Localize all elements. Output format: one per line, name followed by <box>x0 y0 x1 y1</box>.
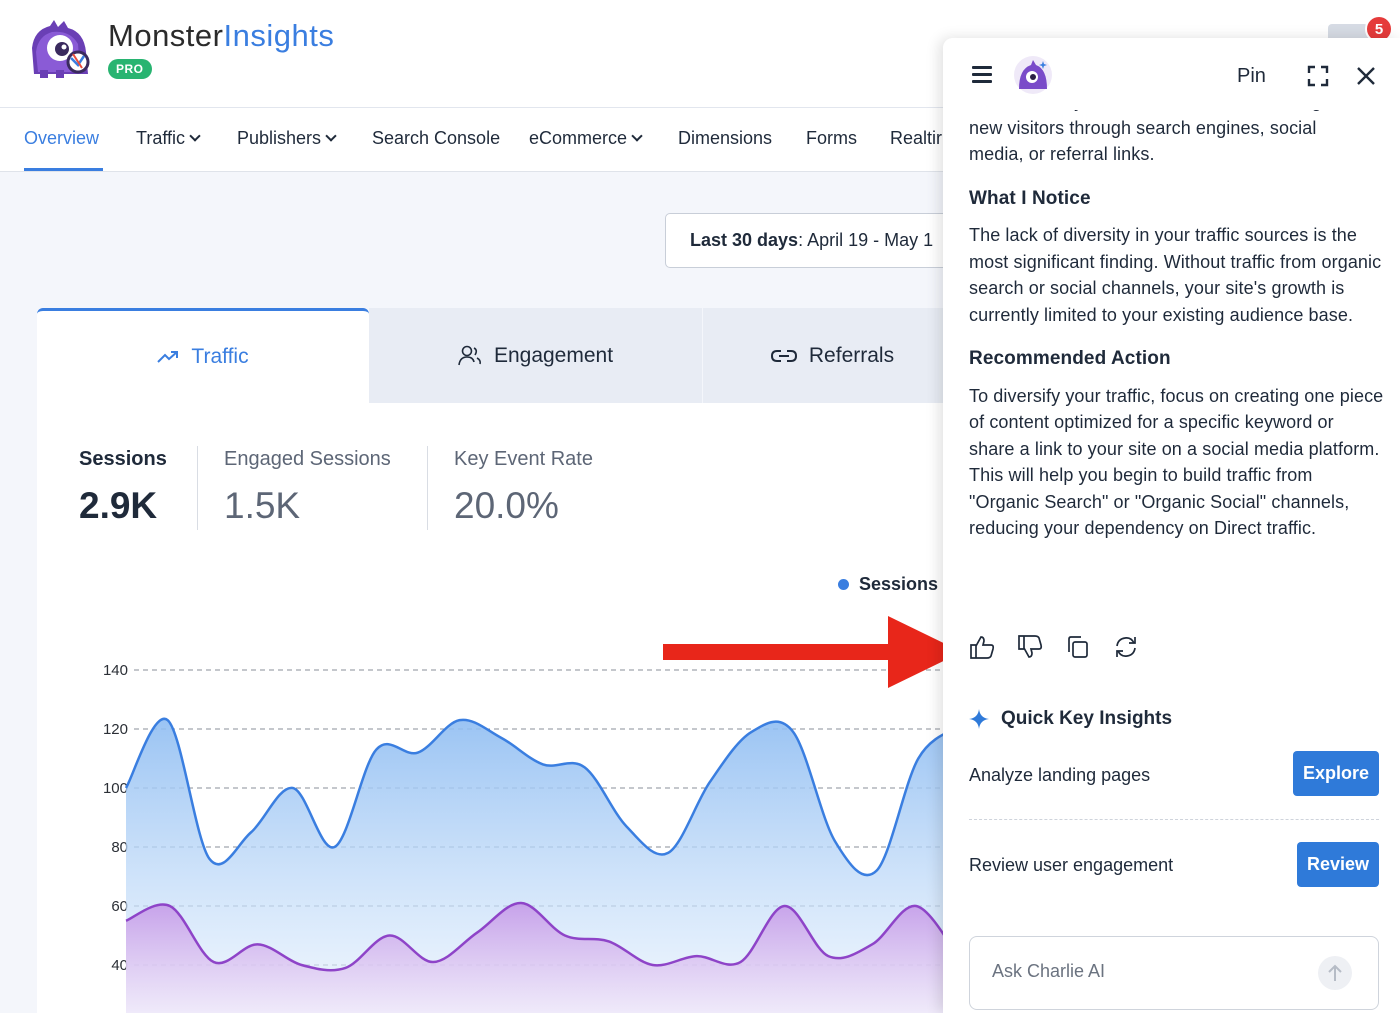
insight-label: Analyze landing pages <box>969 765 1151 785</box>
y-tick-label: 80 <box>111 839 128 856</box>
nav-active-indicator <box>24 168 103 171</box>
date-range-button[interactable]: Last 30 days: April 19 - May 1 <box>665 213 965 268</box>
stat-label: Sessions <box>79 448 167 470</box>
chevron-down-icon <box>631 130 643 142</box>
stat-key-event-rate: Key Event Rate 20.0% <box>454 448 593 527</box>
thumbs-down-icon[interactable] <box>1017 634 1043 660</box>
notice-heading: What I Notice <box>969 187 1091 209</box>
nav-item-publishers[interactable]: Publishers <box>237 128 337 149</box>
nav-item-traffic[interactable]: Traffic <box>136 128 201 149</box>
link-icon <box>770 349 797 362</box>
ai-response: bookmarked your site, rather than attrac… <box>969 91 1384 542</box>
stat-engaged-sessions: Engaged Sessions 1.5K <box>224 448 391 527</box>
action-heading: Recommended Action <box>969 348 1171 369</box>
stat-divider <box>427 446 428 530</box>
stat-value: 1.5K <box>224 485 301 526</box>
insight-label: Review user engagement <box>969 855 1174 875</box>
notifications-button[interactable] <box>1328 24 1368 42</box>
action-text: To diversify your traffic, focus on crea… <box>969 385 1384 539</box>
chevron-down-icon <box>189 130 201 142</box>
sparkle-icon <box>969 709 989 729</box>
charlie-ai-panel: bookmarked your site, rather than attrac… <box>943 38 1400 1013</box>
regenerate-icon[interactable] <box>1113 634 1139 660</box>
pro-badge: PRO <box>108 59 152 79</box>
notice-text: The lack of diversity in your traffic so… <box>969 225 1382 325</box>
y-tick-label: 140 <box>103 662 128 679</box>
stat-label: Key Event Rate <box>454 448 593 470</box>
y-tick-label: 120 <box>103 721 128 738</box>
panel-header: Pin <box>943 38 1400 110</box>
menu-icon[interactable] <box>972 66 992 83</box>
stat-sessions: Sessions 2.9K <box>79 448 167 527</box>
series-line <box>124 717 950 877</box>
stat-label: Engaged Sessions <box>224 448 391 470</box>
chevron-down-icon <box>325 130 337 142</box>
feedback-actions <box>969 634 1139 660</box>
charlie-avatar-icon <box>1014 56 1052 94</box>
tab-engagement[interactable]: Engagement <box>369 308 702 403</box>
ask-charlie-box <box>969 936 1379 1010</box>
series-area <box>126 903 950 1013</box>
red-arrow-annotation <box>663 616 962 688</box>
quick-insights-heading: Quick Key Insights <box>969 708 1172 730</box>
series-line <box>125 901 950 972</box>
y-tick-label: 60 <box>111 898 128 915</box>
stat-value: 20.0% <box>454 485 559 526</box>
nav-item-forms[interactable]: Forms <box>806 128 857 148</box>
send-button[interactable] <box>1318 956 1352 990</box>
legend-label: Sessions <box>859 574 939 594</box>
stat-divider <box>197 446 198 530</box>
thumbs-up-icon[interactable] <box>969 634 995 660</box>
pin-button[interactable]: Pin <box>1237 65 1266 87</box>
nav-item-realtime[interactable]: Realtir <box>890 128 943 148</box>
divider <box>969 819 1379 820</box>
legend-marker <box>838 579 849 590</box>
monster-logo <box>32 20 90 78</box>
y-tick-label: 40 <box>111 957 128 974</box>
trend-up-icon <box>157 351 179 363</box>
expand-icon[interactable] <box>1307 65 1329 87</box>
nav-item-overview[interactable]: Overview <box>24 128 100 148</box>
arrow-up-icon <box>1328 964 1342 981</box>
nav-item-dimensions[interactable]: Dimensions <box>678 128 773 148</box>
nav-item-ecommerce[interactable]: eCommerce <box>529 128 643 149</box>
series-area <box>126 718 950 1013</box>
close-icon[interactable] <box>1355 65 1377 87</box>
copy-icon[interactable] <box>1065 634 1091 660</box>
tab-referrals[interactable]: Referrals <box>702 308 962 403</box>
users-icon <box>458 345 481 365</box>
nav-item-search-console[interactable]: Search Console <box>372 128 501 148</box>
stat-value: 2.9K <box>79 485 158 526</box>
tab-traffic[interactable]: Traffic <box>37 308 369 403</box>
brand-name: MonsterInsights <box>108 18 335 53</box>
review-button[interactable]: Review <box>1296 842 1379 887</box>
chart-legend[interactable]: Sessions <box>838 574 938 595</box>
sessions-area-chart: 140 120 100 80 60 40 <box>103 662 950 1013</box>
explore-button[interactable]: Explore <box>1292 751 1379 796</box>
y-tick-label: 100 <box>103 780 128 797</box>
ask-charlie-input[interactable] <box>992 961 1312 982</box>
